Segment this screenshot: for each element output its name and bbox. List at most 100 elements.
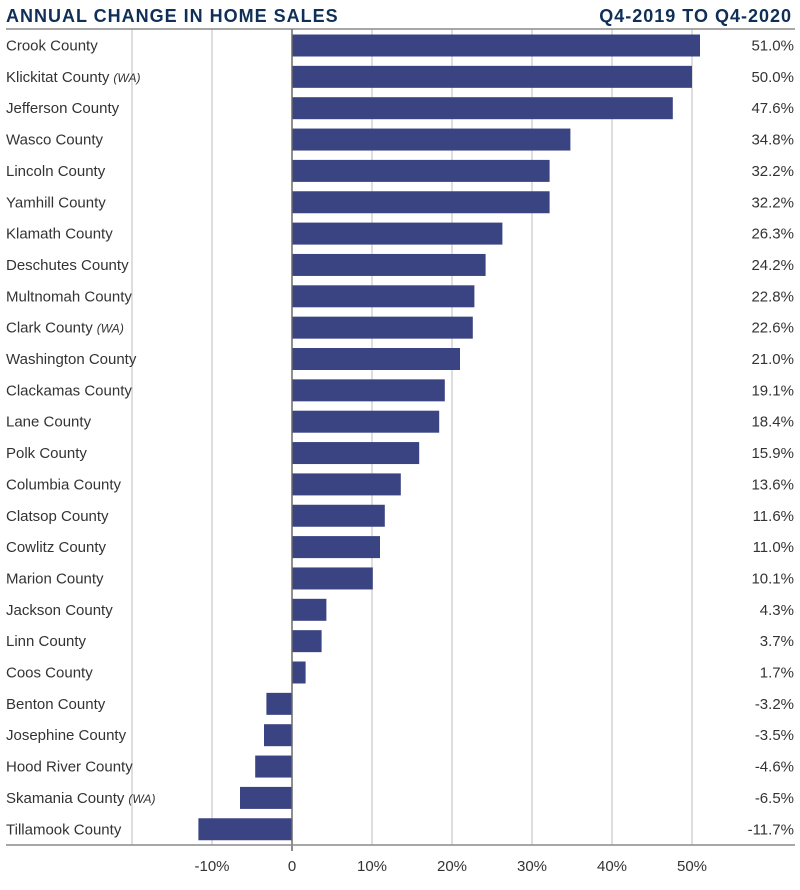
category-name: Klamath County — [6, 226, 113, 243]
category-name: Lane County — [6, 414, 92, 431]
category-label: Columbia County — [6, 476, 122, 493]
value-label: 19.1% — [751, 382, 794, 399]
category-name: Crook County — [6, 38, 98, 55]
category-name: Deschutes County — [6, 257, 129, 274]
bar — [292, 128, 571, 151]
bar — [198, 818, 292, 841]
bar — [264, 724, 292, 747]
category-label: Benton County — [6, 696, 106, 713]
value-label: 22.8% — [751, 288, 794, 305]
category-label: Coos County — [6, 665, 93, 682]
category-name: Wasco County — [6, 132, 103, 149]
category-label: Hood River County — [6, 759, 133, 776]
value-label: 24.2% — [751, 257, 794, 274]
bar — [255, 755, 292, 778]
category-label: Clark County (WA) — [6, 320, 124, 337]
bar — [292, 316, 473, 339]
bar — [292, 253, 486, 276]
value-label: 26.3% — [751, 226, 794, 243]
category-name: Lincoln County — [6, 163, 106, 180]
category-label: Klamath County — [6, 226, 113, 243]
category-name: Cowlitz County — [6, 539, 107, 556]
category-name: Skamania County — [6, 790, 125, 807]
category-name: Polk County — [6, 445, 87, 462]
category-name: Marion County — [6, 570, 104, 587]
tick-label: 10% — [357, 858, 387, 875]
value-label: 15.9% — [751, 445, 794, 462]
bar — [292, 630, 322, 653]
value-label: 1.7% — [760, 665, 794, 682]
category-name: Hood River County — [6, 759, 133, 776]
category-name: Klickitat County — [6, 69, 110, 86]
category-label: Marion County — [6, 570, 104, 587]
category-name: Jackson County — [6, 602, 113, 619]
bar — [292, 567, 373, 590]
bar — [266, 692, 292, 715]
value-label: -6.5% — [755, 790, 794, 807]
category-label: Multnomah County — [6, 288, 132, 305]
chart-subtitle: Q4-2019 TO Q4-2020 — [599, 6, 792, 26]
bar — [292, 191, 550, 214]
category-label: Linn County — [6, 633, 87, 650]
category-label: Klickitat County (WA) — [6, 69, 140, 86]
bar — [292, 159, 550, 182]
value-label: 4.3% — [760, 602, 794, 619]
category-label: Crook County — [6, 38, 98, 55]
category-name: Josephine County — [6, 727, 127, 744]
value-label: 13.6% — [751, 476, 794, 493]
category-name: Tillamook County — [6, 821, 122, 838]
bar — [292, 504, 385, 527]
bar — [292, 348, 460, 370]
tick-label: 40% — [597, 858, 627, 875]
bar — [292, 536, 380, 559]
category-name: Clatsop County — [6, 508, 109, 525]
value-label: 11.6% — [753, 508, 794, 525]
category-label: Jackson County — [6, 602, 113, 619]
tick-label: -10% — [194, 858, 229, 875]
category-label: Tillamook County — [6, 821, 122, 838]
category-label: Cowlitz County — [6, 539, 107, 556]
category-label: Josephine County — [6, 727, 127, 744]
tick-label: 50% — [677, 858, 707, 875]
category-name: Clackamas County — [6, 382, 132, 399]
category-label: Clackamas County — [6, 382, 132, 399]
axes — [6, 28, 795, 851]
value-label: 32.2% — [751, 194, 794, 211]
category-label: Lane County — [6, 414, 92, 431]
bar — [292, 285, 475, 308]
bar — [292, 34, 700, 57]
value-label: 50.0% — [751, 69, 794, 86]
category-label: Jefferson County — [6, 100, 120, 117]
bar — [292, 410, 440, 433]
value-label: 32.2% — [751, 163, 794, 180]
value-label: 34.8% — [751, 132, 794, 149]
category-label: Washington County — [6, 351, 137, 368]
value-label: 51.0% — [751, 38, 794, 55]
category-name: Linn County — [6, 633, 87, 650]
category-name: Jefferson County — [6, 100, 120, 117]
value-label: 18.4% — [751, 414, 794, 431]
value-label: 47.6% — [751, 100, 794, 117]
category-label: Wasco County — [6, 132, 103, 149]
tick-labels: -10% 0 10% 20% 30% 40% 50% — [194, 858, 707, 875]
value-label: 3.7% — [760, 633, 794, 650]
category-tag: (WA) — [128, 792, 155, 806]
category-name: Multnomah County — [6, 288, 132, 305]
category-name: Yamhill County — [6, 194, 106, 211]
category-label: Deschutes County — [6, 257, 129, 274]
bar — [292, 379, 445, 402]
value-label: -11.7% — [748, 821, 794, 838]
chart-title: ANNUAL CHANGE IN HOME SALES — [6, 6, 339, 26]
value-label: -3.5% — [755, 727, 794, 744]
category-name: Columbia County — [6, 476, 122, 493]
value-label: 10.1% — [751, 570, 794, 587]
bar — [292, 598, 327, 621]
value-label: 22.6% — [751, 320, 794, 337]
bar — [292, 442, 420, 465]
category-label: Lincoln County — [6, 163, 106, 180]
category-label: Skamania County (WA) — [6, 790, 156, 807]
bar — [292, 97, 673, 120]
category-name: Benton County — [6, 696, 106, 713]
category-label: Yamhill County — [6, 194, 106, 211]
